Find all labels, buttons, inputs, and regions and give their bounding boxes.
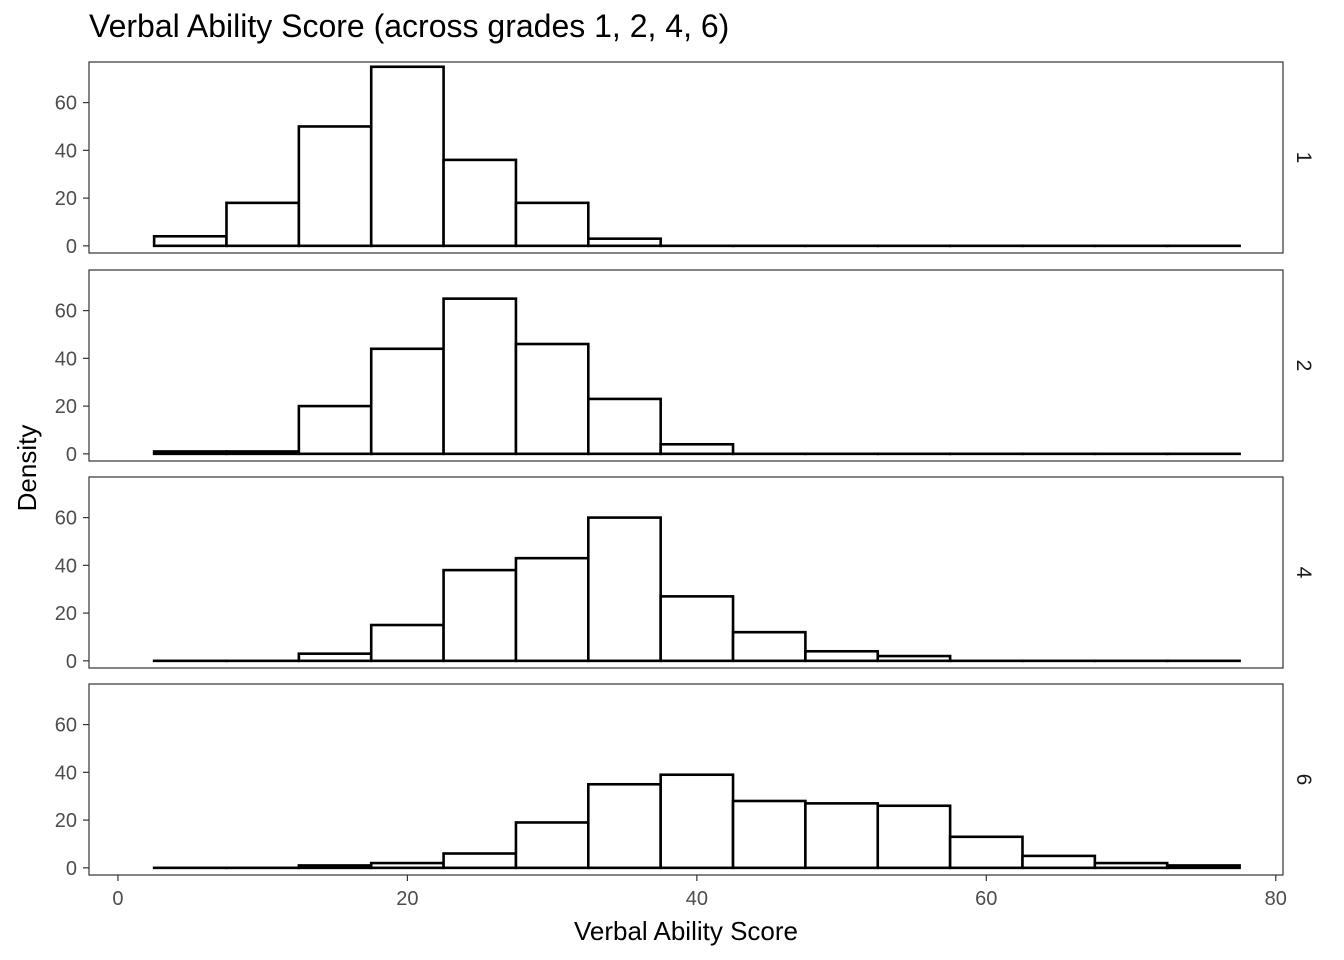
y-tick-label: 60 [55, 93, 77, 115]
histogram-bar [442, 297, 518, 456]
histogram-bars [152, 297, 1241, 456]
y-tick-label: 40 [55, 762, 77, 784]
y-tick-label: 0 [66, 651, 77, 673]
histogram-bars [152, 65, 1241, 248]
histogram-bars [152, 773, 1241, 870]
facet-strip-label: 4 [1292, 567, 1315, 579]
facet-strip-label: 6 [1292, 774, 1315, 786]
histogram-bar [152, 450, 228, 456]
histogram-bar [514, 201, 590, 248]
histogram-bar [587, 516, 662, 663]
histogram-bar [297, 404, 373, 456]
histogram-bar [659, 773, 735, 870]
y-tick-label: 40 [55, 555, 77, 577]
facet-panel-4: 0 20 40 60 4 [55, 476, 1315, 673]
y-tick-label: 20 [55, 603, 77, 625]
y-tick-label: 0 [66, 236, 77, 258]
histogram-bar [1165, 864, 1241, 870]
histogram-bar [659, 442, 735, 456]
histogram-bar [659, 595, 735, 663]
x-tick-label: 40 [686, 888, 708, 910]
histogram-bar [297, 652, 373, 663]
histogram-bar [1021, 854, 1097, 870]
histogram-bar [442, 568, 518, 663]
histogram-bar [514, 556, 590, 663]
histogram-bar [876, 654, 952, 663]
histogram-bar [225, 201, 301, 248]
y-axis-label: Density [12, 425, 42, 512]
histogram-bar [514, 342, 590, 456]
y-tick-label: 60 [55, 715, 77, 737]
y-tick-label: 20 [55, 396, 77, 418]
x-axis: 0 20 40 60 80 [112, 875, 1287, 910]
facet-panel-2: 0 20 40 60 2 [55, 269, 1315, 466]
x-axis-label: Verbal Ability Score [574, 916, 798, 946]
y-tick-label: 60 [55, 508, 77, 530]
x-tick-label: 60 [975, 888, 997, 910]
y-tick-label: 40 [55, 140, 77, 162]
facet-strip-label: 2 [1292, 360, 1315, 372]
y-tick-label: 20 [55, 810, 77, 832]
histogram-bar [804, 649, 880, 663]
histogram-bar [1093, 861, 1169, 870]
histogram-bar [369, 623, 445, 663]
y-tick-label: 20 [55, 188, 77, 210]
histogram-bar [587, 397, 662, 456]
histogram-bar [731, 799, 807, 870]
facet-panel-6: 0 20 40 60 6 [55, 683, 1315, 880]
histogram-bar [442, 852, 518, 870]
histogram-bar [369, 65, 445, 248]
histogram-bar [948, 835, 1024, 870]
y-tick-label: 40 [55, 348, 77, 370]
histogram-bar [369, 347, 445, 456]
facet-strip-label: 1 [1292, 152, 1315, 164]
panel-border [88, 269, 1284, 462]
histogram-bar [369, 861, 445, 870]
histogram-bar [152, 234, 228, 248]
histogram-bar [731, 630, 807, 663]
y-tick-label: 0 [66, 444, 77, 466]
y-tick-label: 60 [55, 301, 77, 323]
histogram-bars [152, 516, 1241, 663]
histogram-bar [225, 450, 301, 456]
y-tick-label: 0 [66, 858, 77, 880]
facet-panel-1: 0 20 40 60 1 [55, 61, 1315, 258]
histogram-bar [876, 804, 952, 870]
histogram-bar [804, 802, 880, 870]
chart-title: Verbal Ability Score (across grades 1, 2… [89, 8, 730, 44]
x-tick-label: 80 [1265, 888, 1287, 910]
histogram-bar [297, 125, 373, 248]
histogram-bar [442, 158, 518, 248]
x-tick-label: 20 [396, 888, 418, 910]
histogram-bar [587, 782, 662, 870]
x-tick-label: 0 [112, 888, 123, 910]
histogram-bar [297, 864, 373, 870]
histogram-bar [587, 237, 662, 248]
histogram-bar [514, 821, 590, 870]
